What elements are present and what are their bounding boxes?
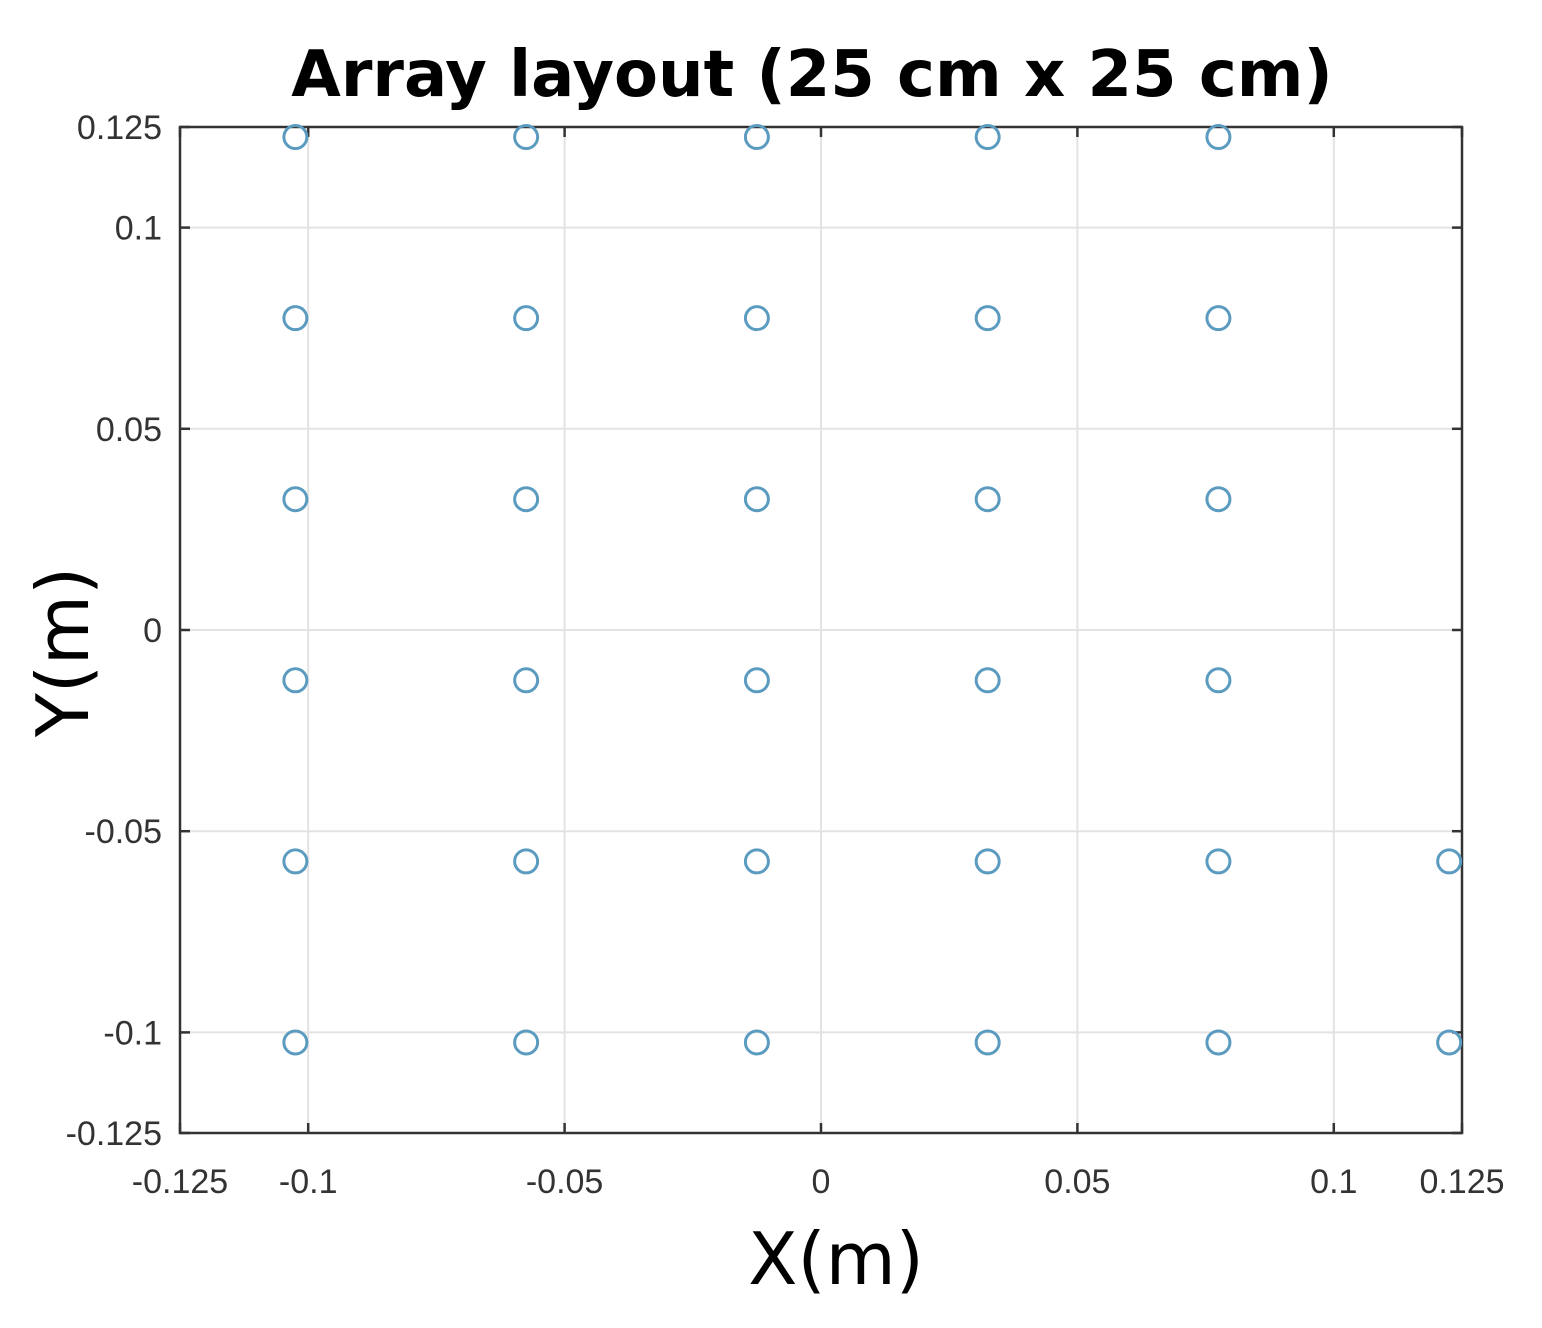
y-tick-label: 0.05 [96,411,162,449]
x-tick-label: -0.125 [132,1163,228,1201]
data-point [974,124,1001,151]
data-point [1436,1029,1463,1056]
data-point [282,848,309,875]
data-point [743,486,770,513]
data-point [1436,848,1463,875]
x-tick-label: 0.1 [1310,1163,1357,1201]
data-point [513,305,540,332]
data-point [1205,848,1232,875]
x-tick-label: 0.125 [1419,1163,1504,1201]
data-point [974,848,1001,875]
data-point [513,667,540,694]
data-point [974,305,1001,332]
data-point [513,848,540,875]
data-point [743,305,770,332]
y-axis-label: Y(m) [21,567,105,738]
data-point [1205,305,1232,332]
data-point [974,667,1001,694]
data-point [513,1029,540,1056]
data-point [282,486,309,513]
marker-layer [282,124,1463,1056]
data-point [513,486,540,513]
x-tick-label: 0.05 [1044,1163,1110,1201]
x-tick-label: 0 [812,1163,831,1201]
data-point [1205,1029,1232,1056]
data-point [743,667,770,694]
y-tick-label: -0.05 [85,813,163,851]
y-tick-label: 0.1 [115,210,162,248]
tick-layer: -0.125 -0.1 -0.05 0 0.05 0.1 0.125 0.125 0.1 0.05… [66,109,1505,1201]
data-point [974,486,1001,513]
x-tick-label: -0.05 [526,1163,604,1201]
data-point [743,124,770,151]
data-point [743,1029,770,1056]
data-point [1205,667,1232,694]
y-tick-label: -0.1 [103,1014,162,1052]
x-axis-label: X(m) [748,1217,924,1301]
y-tick-label: 0 [143,612,162,650]
y-tick-label: -0.125 [66,1115,162,1153]
data-point [974,1029,1001,1056]
chart-title: Array layout (25 cm x 25 cm) [291,38,1332,112]
data-point [1205,486,1232,513]
data-point [282,305,309,332]
data-point [282,124,309,151]
data-point [513,124,540,151]
grid-layer [180,127,1462,1133]
x-tick-label: -0.1 [279,1163,338,1201]
data-point [282,667,309,694]
data-point [1205,124,1232,151]
data-point [743,848,770,875]
data-point [282,1029,309,1056]
y-tick-label: 0.125 [77,109,162,147]
